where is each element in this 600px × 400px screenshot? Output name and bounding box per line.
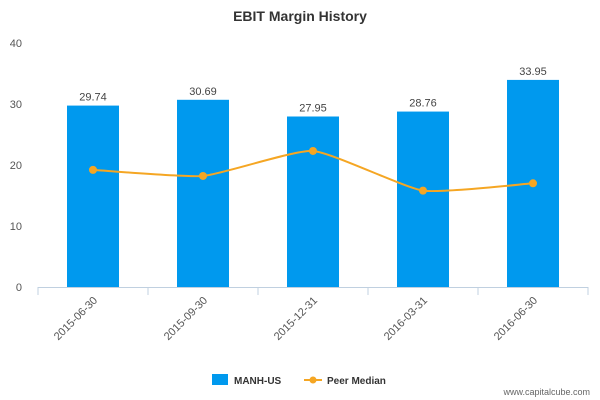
credit-text: www.capitalcube.com xyxy=(502,387,590,397)
legend-label-manh-us: MANH-US xyxy=(234,376,282,387)
x-axis: 2015-06-30 2015-09-30 2015-12-31 2016-03-31… xyxy=(37,287,589,343)
peer-median-point xyxy=(529,179,537,188)
peer-median-point xyxy=(199,171,207,180)
bar xyxy=(177,99,229,287)
x-tick-label: 2016-03-31 xyxy=(382,295,430,343)
y-axis: 0 10 20 30 40 xyxy=(10,38,22,294)
bar-data-label: 28.76 xyxy=(409,98,437,110)
y-tick-label: 20 xyxy=(10,160,22,172)
legend-label-peer-median: Peer Median xyxy=(327,376,386,387)
bar-data-labels: 29.74 30.69 27.95 28.76 33.95 xyxy=(79,66,547,115)
bar-series xyxy=(67,79,559,288)
bar-data-label: 27.95 xyxy=(299,103,327,115)
legend-swatch-manh-us xyxy=(212,374,228,385)
peer-median-point xyxy=(89,165,97,174)
x-tick-label: 2015-09-30 xyxy=(162,295,210,343)
peer-median-point xyxy=(419,186,427,195)
x-tick-label: 2015-06-30 xyxy=(52,295,100,343)
chart-title: EBIT Margin History xyxy=(233,8,367,24)
x-tick-label: 2016-06-30 xyxy=(492,295,540,343)
bar-data-label: 33.95 xyxy=(519,66,547,78)
y-tick-label: 0 xyxy=(16,282,22,294)
bar xyxy=(67,105,119,287)
bar xyxy=(287,116,339,287)
legend-marker-peer-median xyxy=(309,376,317,384)
y-tick-label: 40 xyxy=(10,38,22,50)
x-tick-label: 2015-12-31 xyxy=(272,295,320,343)
peer-median-point xyxy=(309,146,317,155)
y-tick-label: 30 xyxy=(10,99,22,111)
y-tick-label: 10 xyxy=(10,221,22,233)
peer-median-series xyxy=(89,146,537,195)
bar-data-label: 29.74 xyxy=(79,92,107,104)
bar-data-label: 30.69 xyxy=(189,86,217,98)
legend: MANH-US Peer Median xyxy=(212,374,386,387)
bar xyxy=(397,111,449,288)
